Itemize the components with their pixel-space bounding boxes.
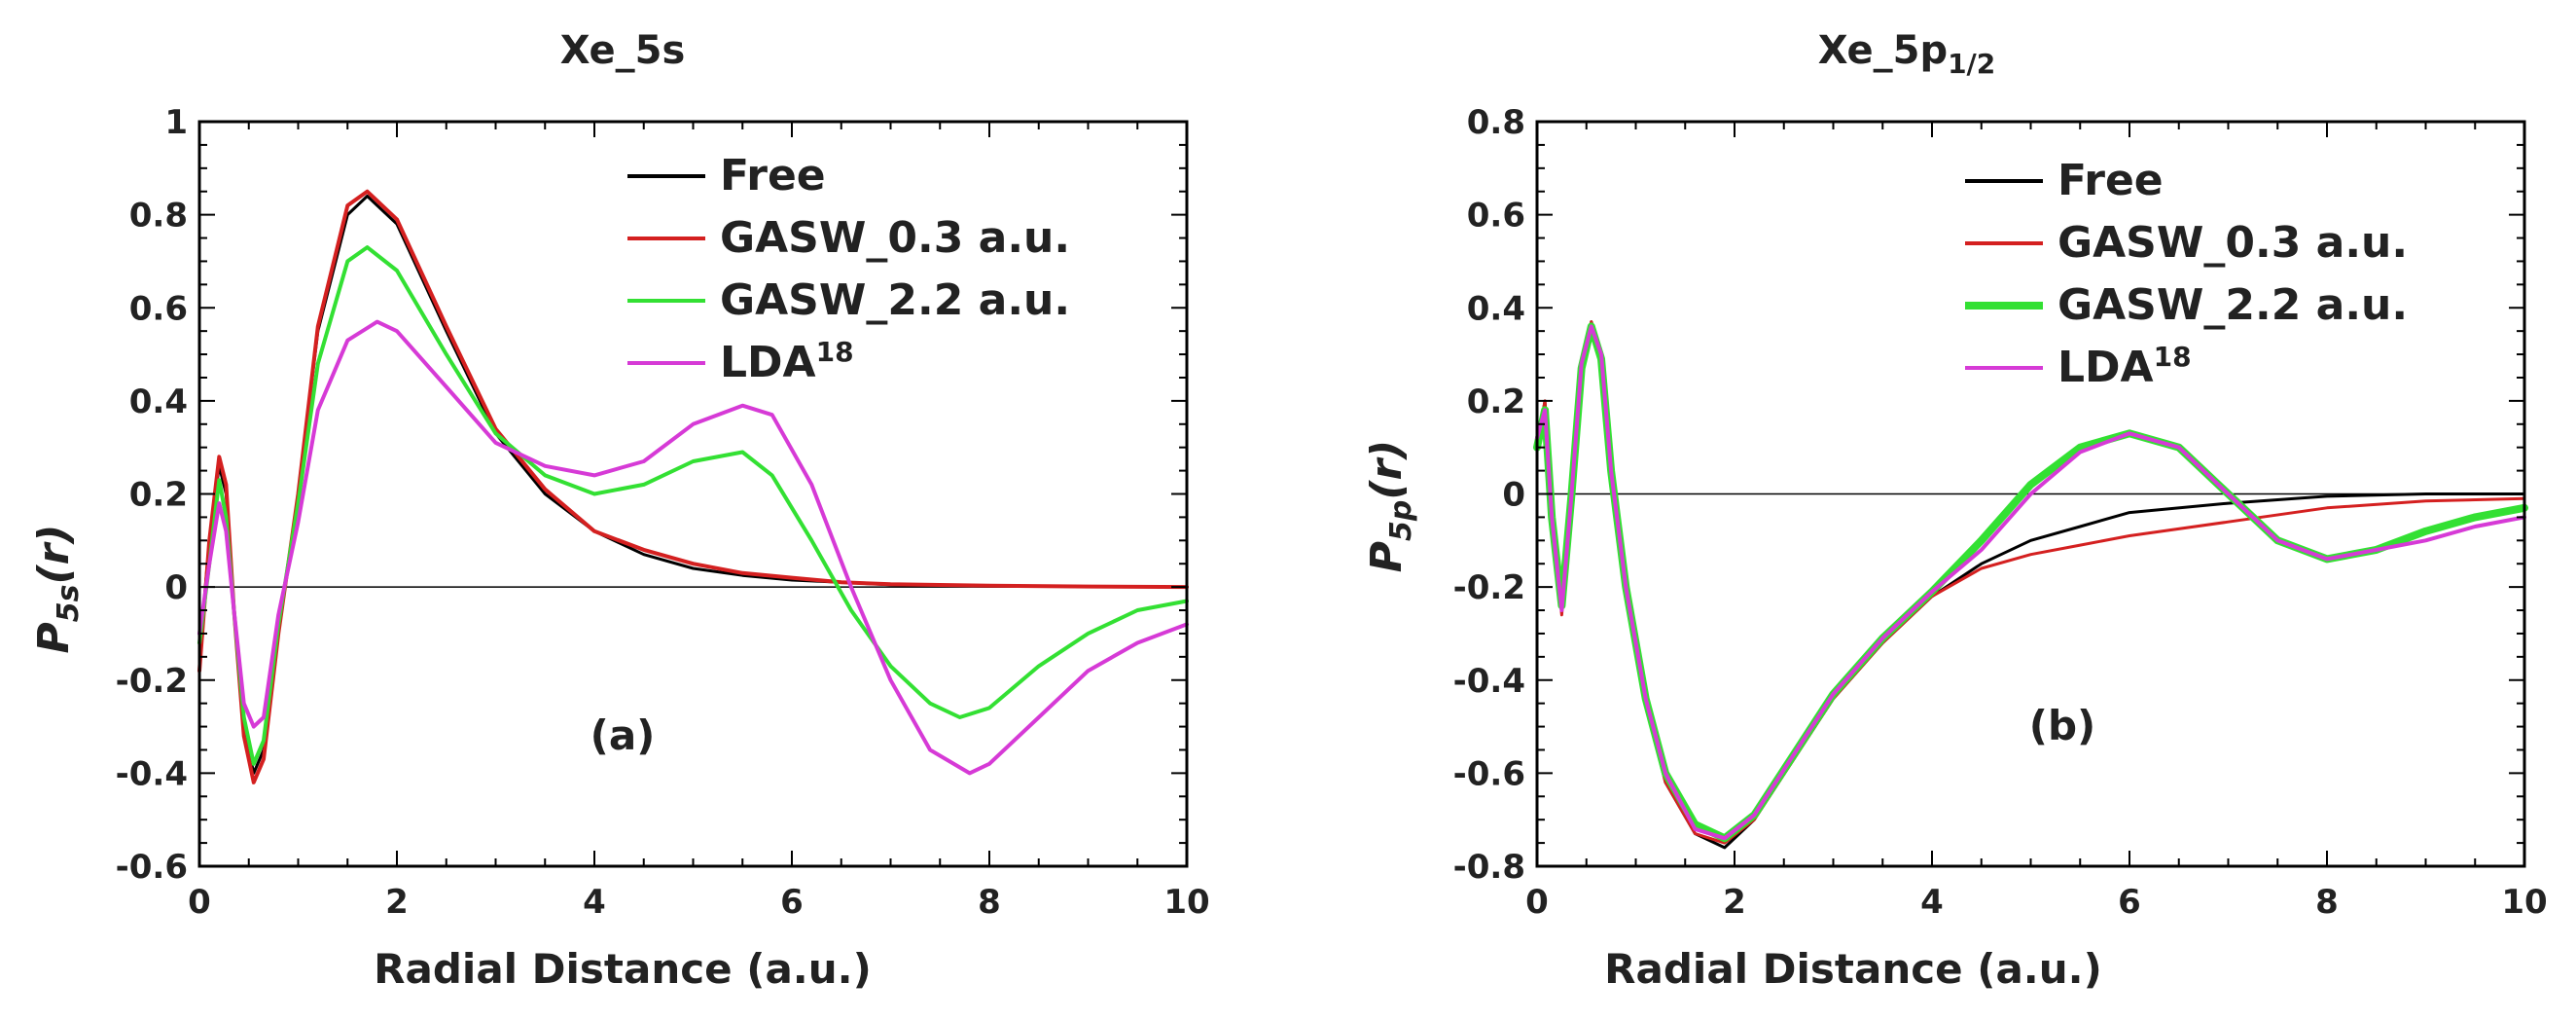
x-tick-label-a: 8 bbox=[978, 883, 1001, 922]
x-axis-label-a: Radial Distance (a.u.) bbox=[374, 945, 872, 993]
y-tick-label-b: -0.2 bbox=[1453, 568, 1525, 607]
legend-entry-a-3: LDA18 bbox=[720, 336, 854, 387]
y-tick-label-b: 0.2 bbox=[1467, 382, 1525, 421]
x-tick-label-a: 10 bbox=[1163, 883, 1209, 922]
y-axis-label-b: P5p(r) bbox=[1362, 440, 1418, 573]
x-tick-label-b: 2 bbox=[1723, 883, 1746, 922]
y-tick-label-b: 0.6 bbox=[1467, 197, 1525, 236]
x-tick-label-b: 6 bbox=[2118, 883, 2141, 922]
legend-entry-b-3: LDA18 bbox=[2057, 341, 2192, 392]
y-tick-label-b: -0.4 bbox=[1453, 662, 1525, 701]
legend-entry-a-1: GASW_0.3 a.u. bbox=[720, 213, 1070, 263]
y-axis-label-a: P5s(r) bbox=[29, 525, 86, 654]
chart-panel-b: Xe_5p1/2 P5p(r) Radial Distance (a.u.) (… bbox=[1362, 28, 2548, 993]
legend-entry-b-0: Free bbox=[2057, 156, 2164, 205]
y-tick-label-b: 0.8 bbox=[1467, 103, 1525, 142]
x-tick-label-a: 0 bbox=[188, 883, 211, 922]
x-axis-label-b: Radial Distance (a.u.) bbox=[1604, 945, 2102, 993]
y-tick-label-b: 0.4 bbox=[1467, 289, 1525, 328]
panel-label-b: (b) bbox=[2029, 702, 2095, 749]
y-tick-label-a: -0.6 bbox=[116, 848, 188, 887]
y-tick-label-a: 0 bbox=[164, 568, 188, 607]
x-tick-label-a: 2 bbox=[385, 883, 409, 922]
y-tick-label-a: -0.4 bbox=[116, 754, 188, 793]
x-tick-label-b: 4 bbox=[1920, 883, 1944, 922]
x-tick-label-b: 8 bbox=[2315, 883, 2339, 922]
x-tick-label-b: 0 bbox=[1525, 883, 1549, 922]
y-tick-label-a: 1 bbox=[164, 103, 188, 142]
x-tick-label-a: 6 bbox=[780, 883, 804, 922]
x-tick-label-a: 4 bbox=[583, 883, 606, 922]
y-tick-label-a: -0.2 bbox=[116, 662, 188, 701]
chart-title-b: Xe_5p1/2 bbox=[1818, 28, 1996, 80]
legend-entry-b-2: GASW_2.2 a.u. bbox=[2057, 280, 2408, 330]
y-tick-label-a: 0.6 bbox=[129, 289, 188, 328]
x-tick-label-b: 10 bbox=[2501, 883, 2547, 922]
y-tick-label-a: 0.2 bbox=[129, 476, 188, 515]
panel-label-a: (a) bbox=[590, 711, 656, 759]
y-tick-label-b: -0.6 bbox=[1453, 754, 1525, 793]
series-line-a-3 bbox=[197, 319, 1189, 776]
legend-entry-b-1: GASW_0.3 a.u. bbox=[2057, 218, 2408, 268]
series-line-b-3 bbox=[1535, 324, 2526, 841]
y-tick-label-a: 0.4 bbox=[129, 382, 188, 421]
y-tick-label-b: 0 bbox=[1502, 476, 1525, 515]
y-tick-label-a: 0.8 bbox=[129, 197, 188, 236]
y-tick-label-b: -0.8 bbox=[1453, 848, 1525, 887]
chart-panel-a: Xe_5s P5s(r) Radial Distance (a.u.) (a) … bbox=[29, 28, 1210, 993]
legend-entry-a-0: Free bbox=[720, 151, 826, 200]
legend-entry-a-2: GASW_2.2 a.u. bbox=[720, 275, 1070, 325]
chart-title-a: Xe_5s bbox=[560, 28, 686, 73]
